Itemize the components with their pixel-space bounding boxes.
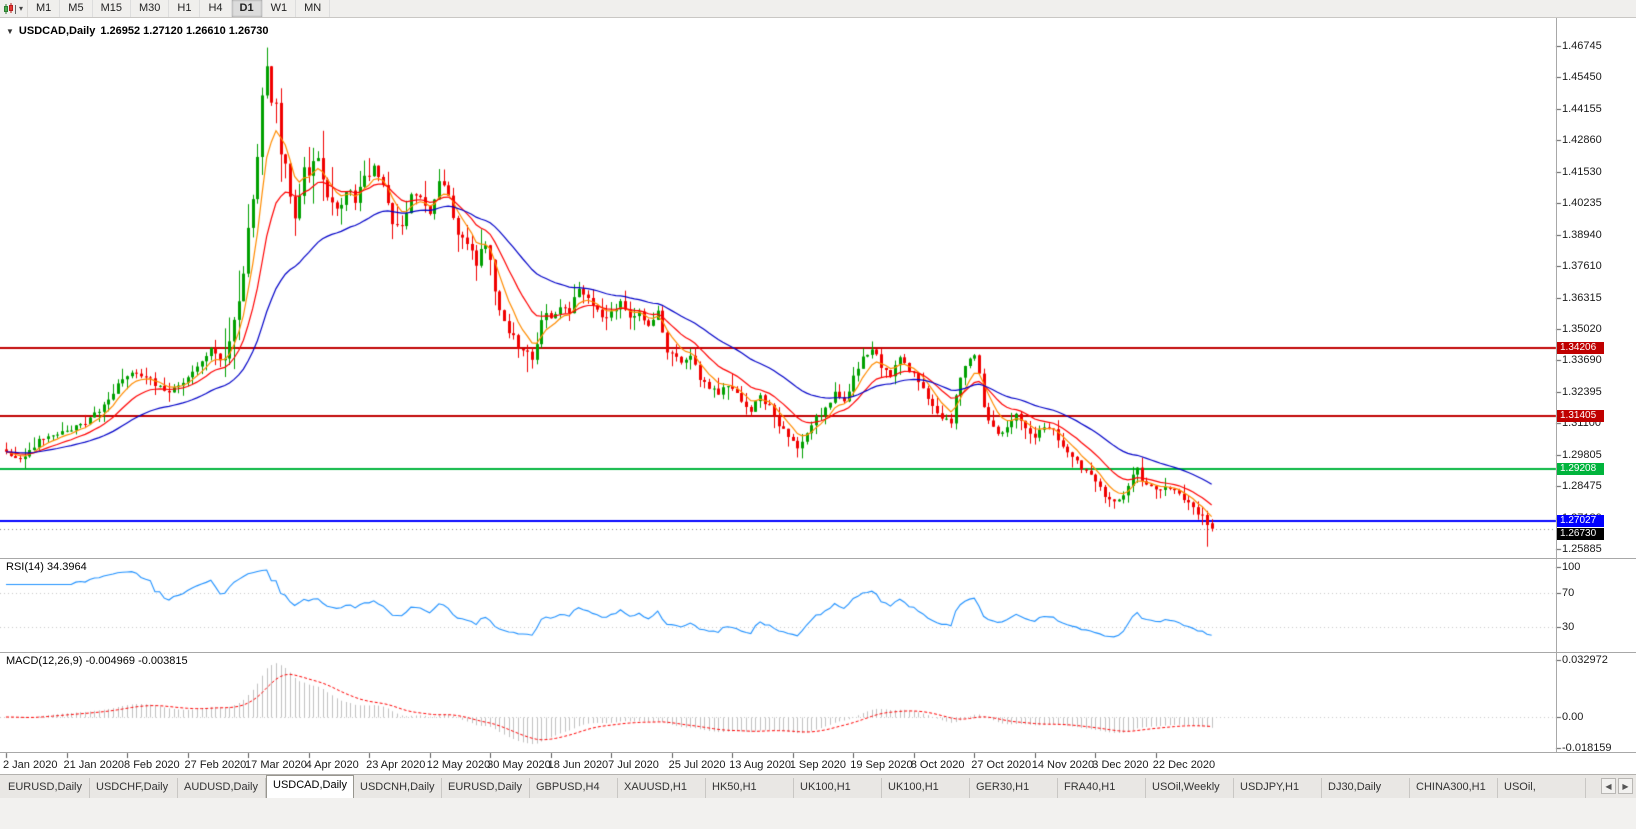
chart-ohlc-values: 1.26952 1.27120 1.26610 1.26730 bbox=[100, 25, 269, 37]
chart-tab-bar: EURUSD,Daily USDCHF,Daily AUDUSD,Daily USDC… bbox=[0, 774, 1636, 798]
x-axis-label: 1 Sep 2020 bbox=[789, 759, 846, 771]
x-axis-label: 3 Dec 2020 bbox=[1092, 759, 1149, 771]
main-rsi-splitter[interactable] bbox=[0, 558, 1636, 559]
chart-tab-usdcnh-daily[interactable]: USDCNH,Daily bbox=[354, 778, 442, 798]
chart-tab-usdchf-daily[interactable]: USDCHF,Daily bbox=[90, 778, 178, 798]
y-axis-label: 1.28475 bbox=[1562, 480, 1602, 493]
x-axis-label: 14 Nov 2020 bbox=[1031, 759, 1095, 771]
y-axis-label: 1.46745 bbox=[1562, 40, 1602, 52]
chart-tab-ger30-h1[interactable]: GER30,H1 bbox=[970, 778, 1058, 798]
x-axis-label: 8 Oct 2020 bbox=[910, 759, 965, 771]
timeframe-button-w1[interactable]: W1 bbox=[263, 0, 297, 17]
y-axis-label: 1.44155 bbox=[1562, 102, 1602, 115]
chevron-down-icon: ▾ bbox=[19, 3, 24, 13]
y-axis-label: 1.40235 bbox=[1562, 197, 1602, 210]
chart-timeaxis-divider bbox=[0, 752, 1636, 753]
price-line-tag: 1.34206 bbox=[1557, 342, 1604, 355]
chart-tab-usoil[interactable]: USOil, bbox=[1498, 778, 1586, 798]
current-price-tag: 1.26730 bbox=[1557, 527, 1604, 540]
chart-tab-eurusd-daily[interactable]: EURUSD,Daily bbox=[442, 778, 530, 798]
x-axis-label: 17 Mar 2020 bbox=[245, 759, 307, 771]
price-line-tag: 1.27027 bbox=[1557, 515, 1604, 528]
chart-tab-china300-h1[interactable]: CHINA300,H1 bbox=[1410, 778, 1498, 798]
timeframe-button-m5[interactable]: M5 bbox=[60, 0, 93, 17]
chart-tab-audusd-daily[interactable]: AUDUSD,Daily bbox=[178, 778, 266, 798]
x-axis-label: 30 May 2020 bbox=[487, 759, 551, 771]
rsi-macd-splitter[interactable] bbox=[0, 652, 1636, 653]
y-axis-label: 1.38940 bbox=[1562, 228, 1602, 241]
chart-tab-dj30-daily[interactable]: DJ30,Daily bbox=[1322, 778, 1410, 798]
x-axis-label: 4 Apr 2020 bbox=[305, 759, 359, 771]
timeframe-button-mn[interactable]: MN bbox=[296, 0, 331, 17]
x-axis-label: 27 Oct 2020 bbox=[971, 759, 1032, 771]
chart-tab-gbpusd-h4[interactable]: GBPUSD,H4 bbox=[530, 778, 618, 798]
macd-indicator-label: MACD(12,26,9) -0.004969 -0.003815 bbox=[6, 655, 188, 667]
chart-symbol-period: USDCAD,Daily bbox=[18, 25, 96, 37]
x-axis-label: 22 Dec 2020 bbox=[1152, 759, 1216, 771]
y-axis-label: 1.32395 bbox=[1562, 385, 1602, 398]
chart-type-dropdown[interactable]: ▾ bbox=[0, 0, 29, 17]
chart-tab-uk100-h1[interactable]: UK100,H1 bbox=[882, 778, 970, 798]
timeframe-buttons: M1 M5 M15 M30 H1 H4 D1 W1 MN bbox=[28, 0, 331, 17]
candlestick-chart-icon bbox=[4, 2, 16, 14]
y-axis-label: 1.35020 bbox=[1562, 322, 1602, 335]
timeframe-button-h1[interactable]: H1 bbox=[169, 0, 201, 17]
macd-axis-label: -0.018159 bbox=[1562, 742, 1612, 755]
chart-tab-fra40-h1[interactable]: FRA40,H1 bbox=[1058, 778, 1146, 798]
y-axis-label: 1.41530 bbox=[1562, 165, 1602, 178]
y-axis-label: 1.33690 bbox=[1562, 354, 1602, 367]
y-axis-label: 1.25885 bbox=[1562, 543, 1602, 556]
timeframe-button-m1[interactable]: M1 bbox=[28, 0, 61, 17]
x-axis-label: 27 Feb 2020 bbox=[184, 759, 247, 771]
y-axis-label: 1.42860 bbox=[1562, 134, 1602, 147]
tab-scroll-right-icon[interactable]: ▶ bbox=[1618, 778, 1633, 794]
chart-tab-hk50-h1[interactable]: HK50,H1 bbox=[706, 778, 794, 798]
x-axis-label: 23 Apr 2020 bbox=[366, 759, 426, 771]
y-axis-label: 1.37610 bbox=[1562, 260, 1602, 273]
x-axis-label: 12 May 2020 bbox=[426, 759, 491, 771]
x-axis-label: 25 Jul 2020 bbox=[668, 759, 726, 771]
rsi-axis-label: 30 bbox=[1562, 620, 1575, 633]
x-axis-label: 2 Jan 2020 bbox=[3, 759, 58, 771]
rsi-indicator-label: RSI(14) 34.3964 bbox=[6, 561, 87, 573]
chart-tab-usdjpy-h1[interactable]: USDJPY,H1 bbox=[1234, 778, 1322, 798]
chart-tab-eurusd-daily[interactable]: EURUSD,Daily bbox=[2, 778, 90, 798]
x-axis-label: 7 Jul 2020 bbox=[608, 759, 659, 771]
tab-scroll-buttons: ◀ ▶ bbox=[1601, 774, 1636, 798]
macd-axis-label: 0.032972 bbox=[1562, 654, 1608, 667]
timeframe-button-d1[interactable]: D1 bbox=[231, 0, 263, 17]
x-axis-label: 18 Jun 2020 bbox=[547, 759, 609, 771]
status-strip bbox=[0, 798, 1636, 829]
x-axis-label: 8 Feb 2020 bbox=[124, 759, 180, 771]
timeframe-button-m30[interactable]: M30 bbox=[131, 0, 170, 17]
timeframe-button-m15[interactable]: M15 bbox=[93, 0, 131, 17]
x-axis-label: 13 Aug 2020 bbox=[729, 759, 791, 771]
rsi-axis-label: 70 bbox=[1562, 586, 1575, 599]
tab-scroll-left-icon[interactable]: ◀ bbox=[1601, 778, 1616, 794]
timeframe-toolbar: ▾ M1 M5 M15 M30 H1 H4 D1 W1 MN bbox=[0, 0, 1636, 18]
collapse-triangle-icon[interactable]: ▼ bbox=[6, 26, 14, 36]
y-axis-label: 1.29805 bbox=[1562, 448, 1602, 461]
x-axis-label: 21 Jan 2020 bbox=[63, 759, 125, 771]
chart-tab-uk100-h1[interactable]: UK100,H1 bbox=[794, 778, 882, 798]
chart-tab-usoil-weekly[interactable]: USOil,Weekly bbox=[1146, 778, 1234, 798]
rsi-axis-label: 100 bbox=[1562, 561, 1581, 573]
chart-title: ▼ USDCAD,Daily 1.26952 1.27120 1.26610 1… bbox=[6, 25, 269, 37]
price-line-tag: 1.31405 bbox=[1557, 409, 1604, 422]
chart-tab-usdcad-daily[interactable]: USDCAD,Daily bbox=[266, 775, 354, 798]
y-axis-label: 1.36315 bbox=[1562, 291, 1602, 304]
chart-tab-xauusd-h1[interactable]: XAUUSD,H1 bbox=[618, 778, 706, 798]
price-axis-divider bbox=[1556, 18, 1557, 752]
x-axis-label: 19 Sep 2020 bbox=[850, 759, 913, 771]
macd-axis-label: 0.00 bbox=[1562, 711, 1584, 723]
y-axis-label: 1.45450 bbox=[1562, 71, 1602, 84]
price-line-tag: 1.29208 bbox=[1557, 462, 1604, 475]
timeframe-button-h4[interactable]: H4 bbox=[200, 0, 232, 17]
